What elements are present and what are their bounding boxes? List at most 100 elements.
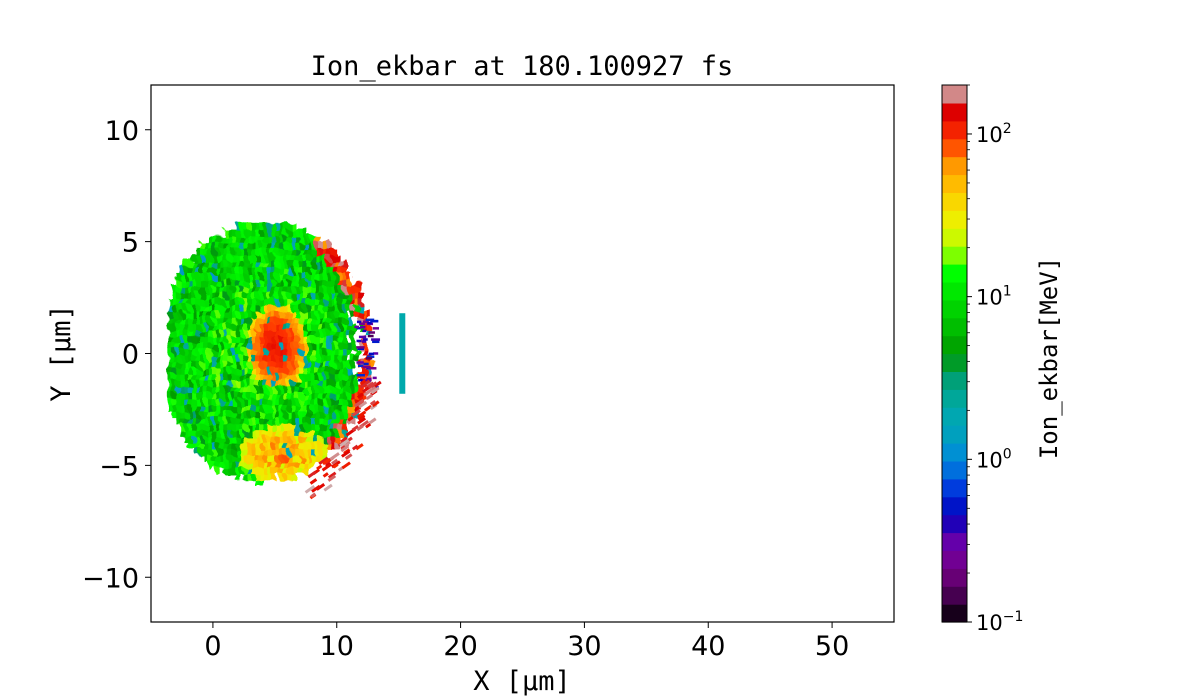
heat-cell <box>239 254 245 262</box>
heat-cell <box>283 410 289 419</box>
heat-cell <box>334 417 340 425</box>
heat-cell <box>219 391 225 400</box>
heat-cell <box>299 385 304 394</box>
heat-cell <box>318 272 324 281</box>
heat-cell <box>338 341 344 350</box>
heat-cell <box>275 279 281 287</box>
heat-cell <box>330 404 336 412</box>
heat-cell <box>291 235 296 243</box>
heat-cell <box>263 429 269 437</box>
heat-cell <box>247 373 253 381</box>
colorbar-frame <box>941 84 968 623</box>
heat-cell <box>219 329 225 337</box>
heat-cell <box>184 291 189 300</box>
heat-cell <box>263 222 269 231</box>
heat-cell <box>330 341 336 350</box>
heat-cell <box>338 291 344 300</box>
heat-cell <box>219 298 225 306</box>
heat-cell <box>330 316 336 325</box>
heat-cell <box>334 304 340 312</box>
heat-cell <box>267 379 273 387</box>
heat-cell <box>255 316 261 325</box>
heat-cell <box>330 410 336 419</box>
heat-cell <box>227 348 233 356</box>
heat-cell <box>283 373 289 381</box>
heat-cell <box>314 379 320 387</box>
heat-cell <box>334 323 340 331</box>
heat-cell <box>291 329 296 337</box>
heat-cell <box>251 385 257 394</box>
heat-cell <box>283 247 289 256</box>
heat-cell <box>326 429 332 437</box>
heat-cell <box>227 247 233 256</box>
heat-cell <box>283 279 289 287</box>
heat-cell <box>247 348 253 356</box>
heat-cell <box>204 385 209 394</box>
heat-cell <box>326 404 332 412</box>
shock-streak <box>364 404 373 412</box>
heat-cell <box>275 329 281 337</box>
heat-cell <box>215 316 221 325</box>
heat-cell <box>334 291 340 300</box>
heat-cell <box>299 442 304 450</box>
heat-cell <box>235 398 241 406</box>
heat-cell <box>326 291 332 300</box>
heat-cell <box>342 323 348 331</box>
heat-cell <box>318 423 324 431</box>
heat-cell <box>279 323 285 331</box>
heat-cell <box>239 348 245 356</box>
heat-cell <box>243 254 249 262</box>
heat-cell <box>307 279 312 287</box>
heat-cell <box>259 417 265 425</box>
heat-cell <box>204 304 209 312</box>
heat-cell <box>271 298 277 306</box>
heat-cell <box>211 448 217 456</box>
heat-cell <box>251 473 257 481</box>
heat-cell <box>279 235 285 243</box>
heat-cell <box>243 266 249 274</box>
heat-cell <box>330 260 336 268</box>
heat-cell <box>215 323 221 331</box>
heat-cell <box>235 423 241 431</box>
heat-cell <box>168 304 174 312</box>
heat-cell <box>196 298 201 306</box>
heat-cell <box>200 360 205 368</box>
heat-cell <box>176 385 182 394</box>
heat-cell <box>259 435 265 444</box>
heat-cell <box>223 272 229 281</box>
heat-cell <box>204 391 209 400</box>
heat-cell <box>172 348 178 356</box>
heat-cell <box>192 272 197 281</box>
heat-cell <box>192 348 197 356</box>
heat-cell <box>188 391 193 400</box>
heat-cell <box>219 398 225 406</box>
heat-cell <box>358 310 364 318</box>
heat-cell <box>291 398 296 406</box>
heat-cell <box>215 448 221 456</box>
heat-cell <box>227 323 233 331</box>
heat-cell <box>334 379 340 387</box>
colorbar-level <box>942 478 967 498</box>
heat-cell <box>251 241 257 249</box>
heat-cell <box>243 241 249 249</box>
heat-cell <box>303 404 308 412</box>
heat-cell <box>227 285 233 293</box>
heat-cell <box>231 391 237 400</box>
heat-cell <box>310 448 316 456</box>
heat-cell <box>259 310 265 318</box>
low-energy-ion <box>368 367 377 370</box>
heat-cell <box>168 310 174 318</box>
heat-cell <box>251 398 257 406</box>
heat-cell <box>314 360 320 368</box>
heat-cell <box>338 285 344 293</box>
x-tick-label: 0 <box>204 631 221 662</box>
heat-cell <box>207 304 213 312</box>
heat-cell <box>247 460 253 469</box>
heat-cell <box>192 254 197 262</box>
heat-cell <box>219 260 225 268</box>
heat-cell <box>330 360 336 368</box>
heat-cell <box>196 279 201 287</box>
heat-cell <box>239 417 245 425</box>
heat-cell <box>342 316 348 325</box>
heat-cell <box>295 348 300 356</box>
